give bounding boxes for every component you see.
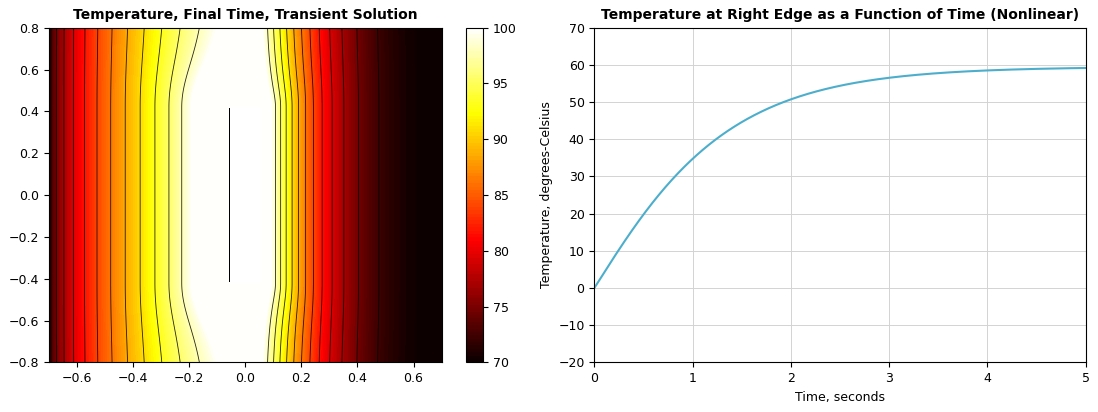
X-axis label: Time, seconds: Time, seconds: [795, 391, 885, 404]
Title: Temperature at Right Edge as a Function of Time (Nonlinear): Temperature at Right Edge as a Function …: [601, 8, 1079, 22]
Y-axis label: Temperature, degrees-Celsius: Temperature, degrees-Celsius: [540, 102, 552, 288]
Title: Temperature, Final Time, Transient Solution: Temperature, Final Time, Transient Solut…: [72, 8, 417, 22]
Bar: [229, 107, 260, 283]
